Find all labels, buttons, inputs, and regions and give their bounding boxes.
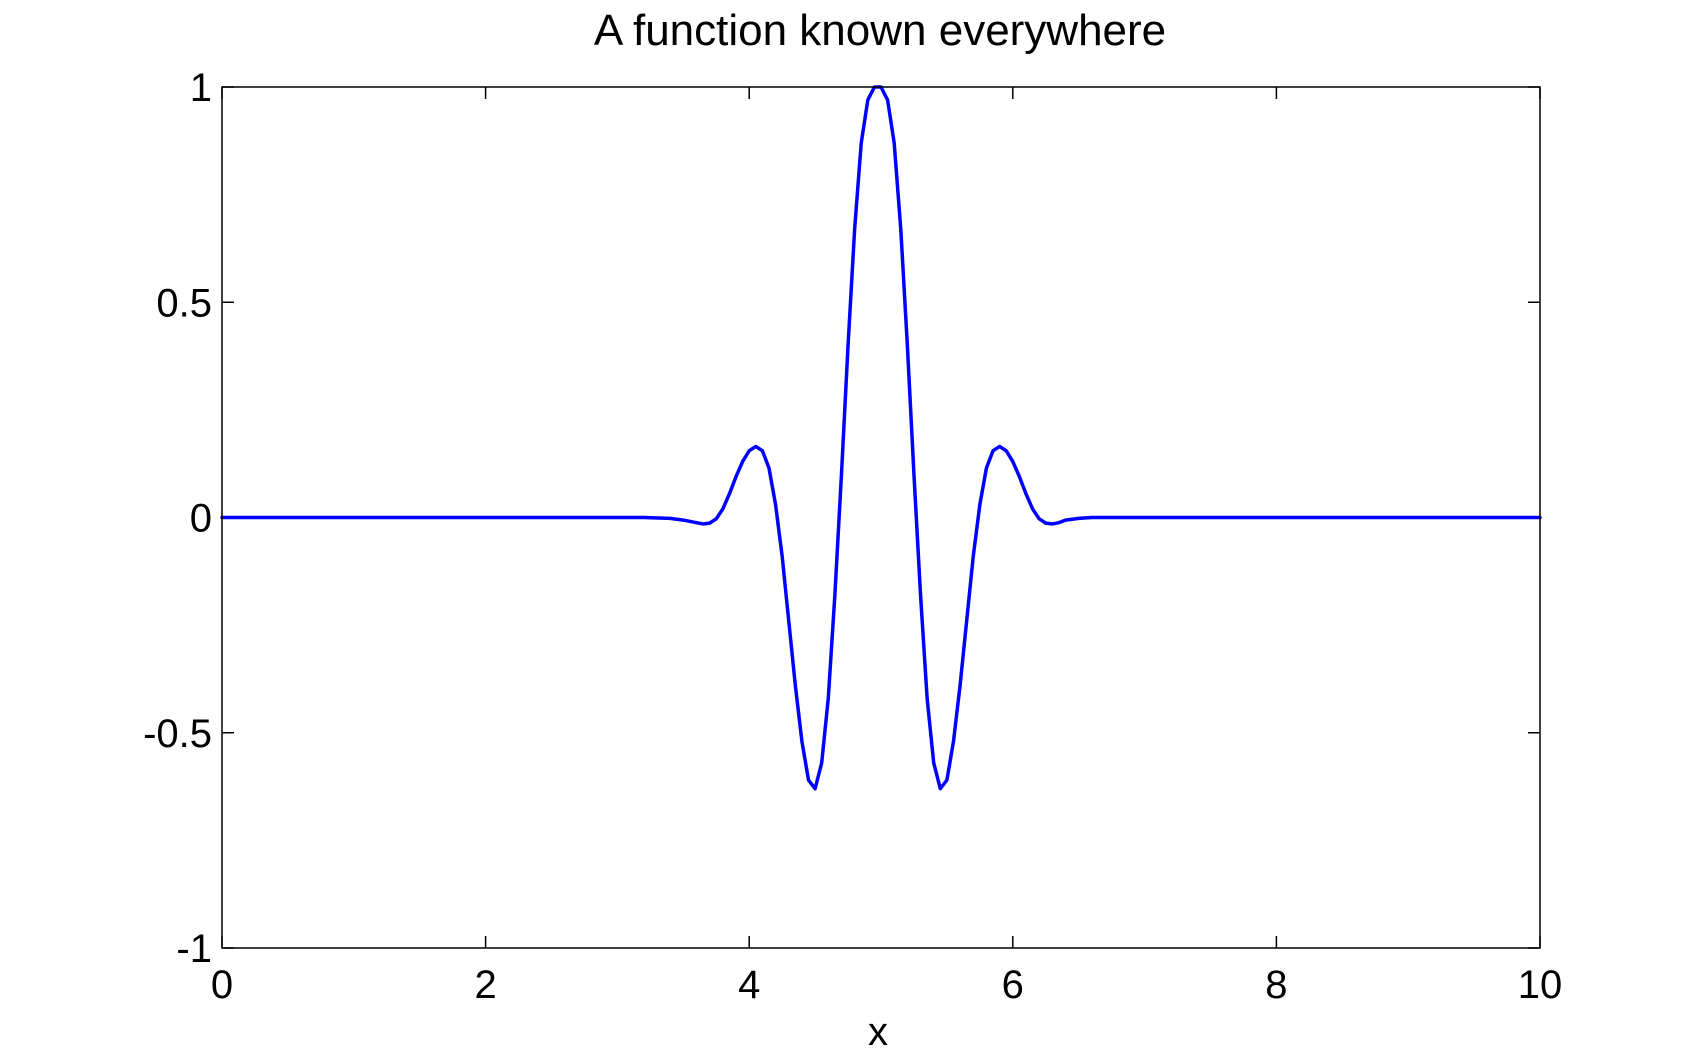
chart-title: A function known everywhere (594, 6, 1166, 55)
y-tick-label: 1 (190, 66, 212, 110)
x-axis-label: x (868, 1010, 888, 1054)
y-tick-label: 0 (190, 497, 212, 541)
x-tick-label: 6 (1002, 963, 1024, 1007)
y-axis-ticks: -1 -0.5 0 0.5 1 (143, 66, 1540, 971)
plot-frame (221, 86, 1541, 949)
x-tick-label: 10 (1518, 963, 1563, 1007)
y-tick-label: -0.5 (143, 712, 212, 756)
x-tick-label: 2 (474, 963, 496, 1007)
y-tick-label: 0.5 (156, 281, 212, 325)
x-tick-label: 8 (1265, 963, 1287, 1007)
x-tick-label: 4 (738, 963, 760, 1007)
x-tick-label: 0 (211, 963, 233, 1007)
y-tick-label: -1 (176, 927, 212, 971)
